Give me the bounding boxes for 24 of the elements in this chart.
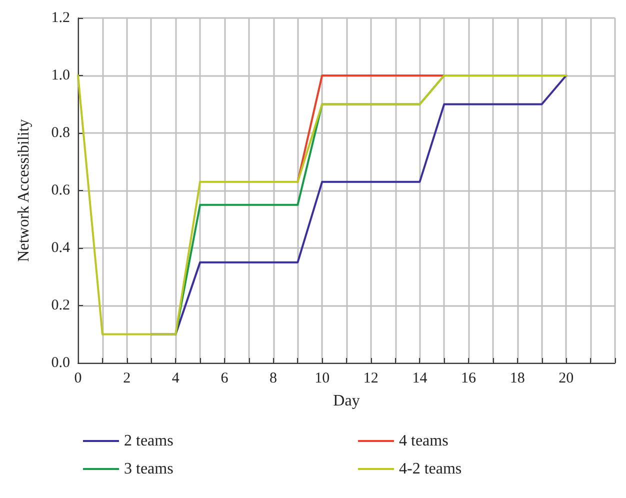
x-tick-label: 0 [74, 370, 82, 386]
legend-label: 3 teams [124, 460, 174, 478]
x-tick-label: 18 [510, 370, 525, 386]
x-tick-label: 20 [558, 370, 574, 386]
y-tick-label: 1.2 [51, 10, 70, 26]
legend-label: 4 teams [399, 432, 448, 450]
x-tick-label: 6 [220, 370, 229, 386]
legend-label: 4-2 teams [399, 460, 462, 478]
y-tick-label: 0.8 [51, 125, 70, 141]
x-tick-label: 10 [314, 370, 330, 386]
x-tick-label: 16 [461, 370, 477, 386]
y-tick-label: 0.4 [51, 240, 70, 256]
x-tick-label: 8 [270, 370, 278, 386]
y-tick-label: 0.6 [51, 182, 70, 198]
x-axis-title: Day [333, 392, 360, 410]
x-tick-label: 12 [363, 370, 378, 386]
legend-label: 2 teams [124, 432, 174, 450]
y-tick-label: 0.2 [51, 298, 70, 314]
y-tick-label: 0.0 [51, 355, 70, 371]
x-tick-label: 4 [172, 370, 180, 386]
y-axis-title: Network Accessibility [16, 119, 32, 262]
x-tick-label: 14 [412, 370, 428, 386]
y-tick-label: 1.0 [51, 68, 70, 84]
x-tick-label: 2 [123, 370, 131, 386]
